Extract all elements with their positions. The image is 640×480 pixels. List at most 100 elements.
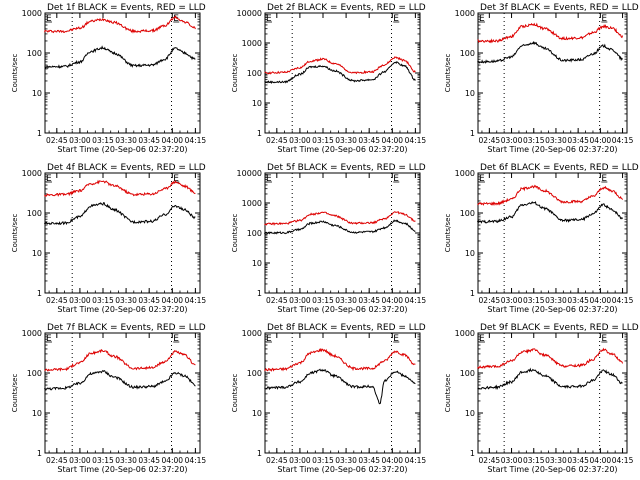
x-tick-label: 03:00 (69, 456, 91, 465)
series-line-lld (264, 210, 416, 226)
x-tick-label: 02:45 (266, 296, 288, 305)
x-tick-label: 04:15 (612, 456, 634, 465)
x-tick-label: 04:15 (405, 296, 427, 305)
x-axis-label: Start Time (20-Sep-06 02:37:20) (57, 145, 187, 154)
y-tick-label: 100 (247, 69, 262, 78)
event-marker: E (173, 14, 179, 24)
x-tick-label: 04:15 (185, 296, 207, 305)
panel-title: Det 3f BLACK = Events, RED = LLD (480, 3, 639, 13)
x-tick-label: 03:45 (358, 456, 380, 465)
series-line-events (264, 60, 416, 85)
event-marker: E (266, 174, 272, 184)
y-tick-label: 100 (27, 369, 42, 378)
event-marker: E (601, 334, 607, 344)
x-tick-label: 02:45 (46, 456, 68, 465)
event-marker: E (601, 14, 607, 24)
y-tick-label: 1 (37, 449, 42, 458)
y-tick-label: 10 (252, 259, 262, 268)
event-marker: E (173, 334, 179, 344)
panel-title: Det 1f BLACK = Events, RED = LLD (47, 3, 206, 13)
x-tick-label: 04:00 (161, 456, 183, 465)
x-tick-label: 03:45 (138, 136, 160, 145)
y-tick-label: 10 (32, 89, 42, 98)
x-tick-label: 02:45 (266, 136, 288, 145)
x-tick-label: 03:00 (289, 296, 311, 305)
x-tick-label: 03:15 (92, 136, 114, 145)
event-marker: E (479, 14, 485, 24)
x-tick-label: 02:45 (266, 456, 288, 465)
series-line-lld (264, 347, 416, 372)
x-tick-label: 03:15 (312, 296, 334, 305)
y-axis-label: Counts/sec (11, 54, 19, 93)
plot-frame (477, 12, 628, 134)
x-tick-label: 04:15 (612, 296, 634, 305)
x-axis-label: Start Time (20-Sep-06 02:37:20) (277, 465, 407, 474)
y-tick-label: 100 (247, 229, 262, 238)
x-tick-label: 03:30 (545, 296, 567, 305)
x-tick-label: 03:45 (567, 136, 589, 145)
detector-panel-1: Det 1f BLACK = Events, RED = LLD 1 10 100 10… (11, 3, 206, 154)
x-tick-label: 04:00 (590, 456, 612, 465)
event-marker: E (46, 174, 52, 184)
x-tick-label: 03:00 (501, 296, 523, 305)
series-line-events (477, 367, 623, 390)
event-marker: E (393, 174, 399, 184)
y-tick-label: 10000 (237, 169, 262, 178)
y-axis-label: Counts/sec (231, 54, 239, 93)
series-line-lld (44, 348, 196, 372)
series-line-events (44, 45, 196, 70)
x-tick-label: 04:00 (381, 136, 403, 145)
event-marker: E (479, 174, 485, 184)
x-tick-label: 03:00 (69, 296, 91, 305)
y-tick-label: 1 (257, 449, 262, 458)
event-marker: E (266, 14, 272, 24)
y-tick-label: 100 (27, 49, 42, 58)
x-tick-label: 03:00 (501, 136, 523, 145)
y-tick-label: 1000 (455, 9, 475, 18)
x-tick-label: 03:00 (289, 456, 311, 465)
y-tick-label: 1 (37, 289, 42, 298)
detector-panel-5: Det 5f BLACK = Events, RED = LLD 1 10 100 10… (231, 163, 426, 314)
x-tick-label: 04:15 (185, 136, 207, 145)
panel-title: Det 4f BLACK = Events, RED = LLD (47, 163, 206, 173)
x-tick-label: 02:45 (479, 136, 501, 145)
y-axis-label: Counts/sec (231, 374, 239, 413)
y-tick-label: 1000 (242, 39, 262, 48)
x-tick-label: 04:15 (405, 456, 427, 465)
y-tick-label: 1000 (22, 169, 42, 178)
panel-title: Det 2f BLACK = Events, RED = LLD (267, 3, 426, 13)
detector-panel-8: Det 8f BLACK = Events, RED = LLD 1 10 100 10… (231, 323, 426, 474)
detector-panel-7: Det 7f BLACK = Events, RED = LLD 1 10 100 10… (11, 323, 206, 474)
x-tick-label: 03:30 (115, 136, 137, 145)
series-line-events (477, 201, 624, 225)
y-tick-label: 1 (470, 289, 475, 298)
plot-frame (44, 12, 201, 134)
x-tick-label: 04:00 (590, 136, 612, 145)
x-tick-label: 04:00 (161, 296, 183, 305)
y-tick-label: 1000 (242, 329, 262, 338)
series-line-events (44, 369, 196, 391)
x-tick-label: 03:15 (523, 456, 545, 465)
detector-panel-6: Det 6f BLACK = Events, RED = LLD 1 10 100 10… (444, 163, 639, 314)
y-tick-label: 100 (460, 369, 475, 378)
y-tick-label: 1000 (22, 9, 42, 18)
y-tick-label: 100 (460, 49, 475, 58)
y-tick-label: 1 (257, 289, 262, 298)
detector-panel-3: Det 3f BLACK = Events, RED = LLD 1 10 100 10… (444, 3, 639, 154)
x-tick-label: 03:30 (335, 296, 357, 305)
plot-frame (477, 332, 628, 454)
x-tick-label: 03:45 (138, 456, 160, 465)
panel-title: Det 6f BLACK = Events, RED = LLD (480, 163, 639, 173)
panel-title: Det 9f BLACK = Events, RED = LLD (480, 323, 639, 333)
x-tick-label: 03:30 (545, 136, 567, 145)
detector-panel-4: Det 4f BLACK = Events, RED = LLD 1 10 100 10… (11, 163, 206, 314)
x-tick-label: 03:15 (523, 296, 545, 305)
x-axis-label: Start Time (20-Sep-06 02:37:20) (277, 145, 407, 154)
y-axis-label: Counts/sec (11, 214, 19, 253)
event-marker: E (393, 334, 399, 344)
x-axis-label: Start Time (20-Sep-06 02:37:20) (57, 465, 187, 474)
x-tick-label: 03:00 (501, 456, 523, 465)
x-tick-label: 03:15 (92, 296, 114, 305)
series-line-lld (477, 184, 624, 207)
y-tick-label: 10 (252, 99, 262, 108)
